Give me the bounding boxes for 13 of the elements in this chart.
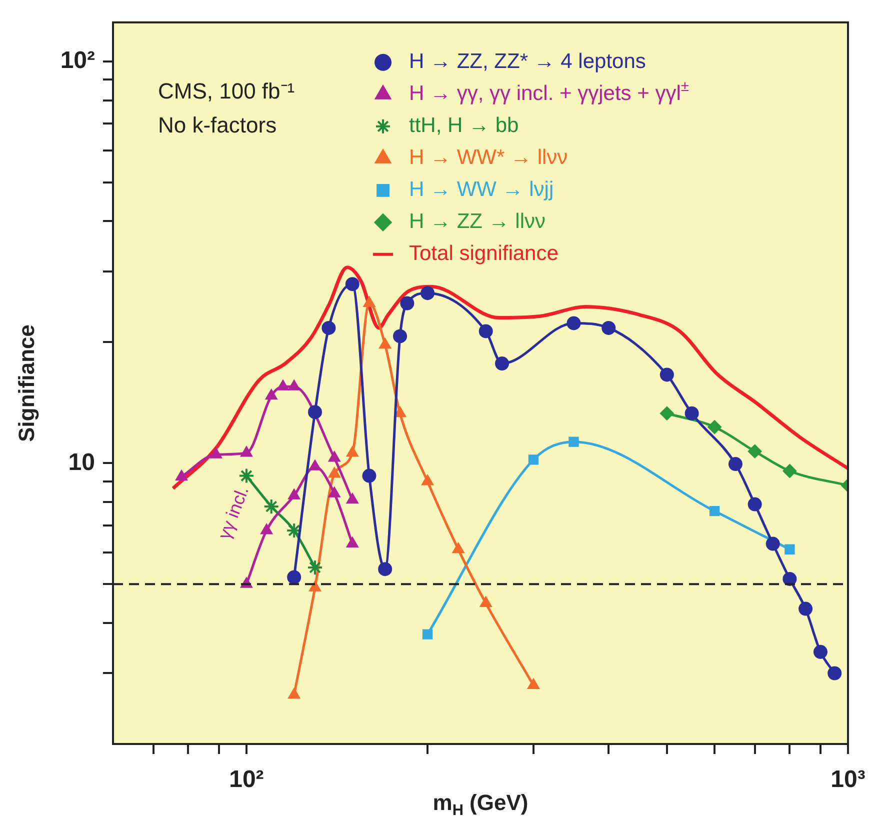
legend-label: H → ZZ, ZZ* → 4 leptons [409, 50, 646, 74]
legend-label: H → WW → lνjj [409, 178, 554, 202]
y-tick-label: 10 [68, 448, 95, 476]
x-tick-label: 10³ [830, 766, 866, 794]
legend-label: ttH, H → bb [409, 114, 519, 138]
legend-label: H → γγ, γγ incl. + γγjets + γγl± [409, 79, 689, 106]
legend-label: Total signifiance [409, 242, 558, 266]
annotation: No k-factors [158, 112, 277, 138]
y-axis-title: Signifiance [14, 324, 40, 442]
annotation: CMS, 100 fb⁻¹ [158, 78, 295, 104]
annotation: γγ incl. [214, 483, 253, 542]
legend-label: H → ZZ → llνν [409, 210, 546, 234]
legend-label: H → WW* → llνν [409, 146, 568, 170]
